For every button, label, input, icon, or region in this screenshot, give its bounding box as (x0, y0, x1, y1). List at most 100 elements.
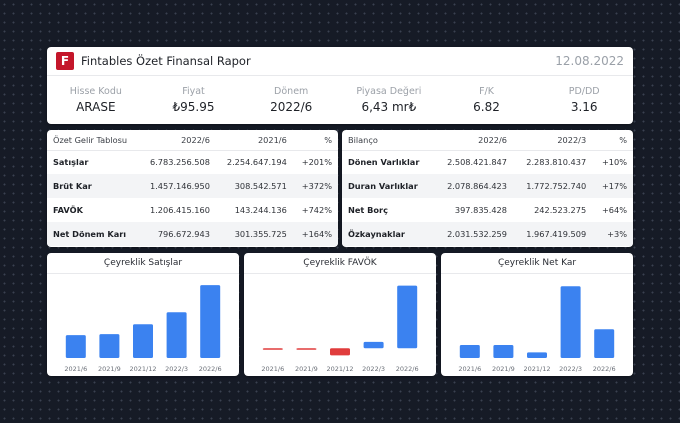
kpi-pe-ratio: F/K 6.82 (438, 86, 536, 114)
row-label: Satışlar (53, 157, 89, 168)
kpi-value: 2022/6 (270, 99, 313, 114)
kpi-label: Fiyat (182, 85, 205, 97)
chart-bar (527, 352, 547, 358)
kpi-label: Piyasa Değeri (356, 85, 422, 97)
x-tick-label: 2021/12 (326, 365, 353, 373)
change-percent: +742% (301, 205, 332, 215)
x-tick-label: 2022/3 (362, 365, 385, 373)
previous-value: 2.254.647.194 (226, 157, 287, 168)
quarterly-ebitda-chart-card: Çeyreklik FAVÖK 2021/6 2021/9 2021/12 2022/… (244, 253, 436, 376)
previous-value: 143.244.136 (234, 205, 287, 215)
kpi-value: 3.16 (570, 99, 598, 114)
report-header-card: F Fintables Özet Finansal Rapor 12.08.20… (47, 47, 633, 124)
chart-bar (166, 312, 187, 358)
chart-bar (262, 348, 283, 350)
kpi-period: Dönem 2022/6 (242, 86, 340, 114)
change-percent: +64% (601, 205, 627, 215)
kpi-stock-code: Hisse Kodu ARASE (47, 86, 145, 114)
kpi-pb-ratio: PD/DD 3.16 (535, 86, 633, 114)
previous-value: 242.523.275 (534, 205, 587, 215)
row-label: Net Dönem Karı (47, 222, 140, 246)
table-header: % (292, 130, 338, 151)
current-value: 1.457.146.950 (139, 174, 216, 198)
kpi-value: ₺95.95 (172, 99, 215, 114)
x-tick-label: 2022/6 (593, 365, 616, 373)
kpi-label: Hisse Kodu (69, 85, 122, 97)
current-value: 2.078.864.423 (433, 174, 513, 198)
kpi-row: Hisse Kodu ARASE Fiyat ₺95.95 Dönem 2022… (47, 76, 633, 123)
x-tick-label: 2021/9 (98, 365, 121, 373)
table-row: Net Borç 397.835.428 242.523.275 +64% (342, 198, 633, 222)
chart-title: Çeyreklik Satışlar (47, 253, 239, 274)
previous-value: 308.542.571 (215, 174, 293, 198)
previous-value: 1.967.419.509 (512, 222, 593, 246)
x-tick-label: 2022/6 (199, 365, 222, 373)
table-header: % (592, 130, 633, 151)
chart-bar (330, 348, 350, 356)
kpi-label: Dönem (274, 85, 309, 97)
chart-bar (296, 348, 317, 350)
kpi-label: F/K (479, 85, 494, 97)
balance-sheet-table: Bilanço 2022/6 2022/3 % Dönen Varlıklar … (342, 130, 633, 246)
kpi-price: Fiyat ₺95.95 (145, 86, 243, 114)
table-header: 2022/6 (139, 130, 216, 151)
table-row: Dönen Varlıklar 2.508.421.847 2.283.810.… (342, 150, 633, 174)
balance-sheet-card: Bilanço 2022/6 2022/3 % Dönen Varlıklar … (342, 130, 633, 247)
current-value: 2.508.421.847 (447, 157, 507, 168)
chart-bar (65, 335, 86, 358)
table-row: Özkaynaklar 2.031.532.259 1.967.419.509 … (342, 222, 633, 246)
quarterly-sales-chart-card: Çeyreklik Satışlar 2021/6 2021/9 2021/12 20… (47, 253, 239, 376)
x-tick-label: 2021/9 (295, 365, 318, 373)
table-row: Net Dönem Karı 796.672.943 301.355.725 +… (47, 222, 338, 246)
chart-bar (397, 285, 418, 349)
row-label: Dönen Varlıklar (348, 157, 420, 168)
current-value: 397.835.428 (454, 205, 507, 215)
previous-value: 1.772.752.740 (512, 174, 593, 198)
x-tick-label: 2021/6 (261, 365, 284, 373)
kpi-value: 6.82 (473, 99, 500, 114)
table-header: 2022/6 (433, 130, 513, 151)
table-header: Özet Gelir Tablosu (47, 130, 140, 151)
table-row: FAVÖK 1.206.415.160 143.244.136 +742% (47, 198, 338, 222)
x-tick-label: 2021/12 (523, 365, 550, 373)
x-tick-label: 2022/3 (165, 365, 188, 373)
x-tick-label: 2021/6 (458, 365, 481, 373)
chart-title: Çeyreklik FAVÖK (244, 253, 436, 274)
chart-bar (133, 324, 153, 358)
income-statement-table: Özet Gelir Tablosu 2022/6 2021/6 % Satış… (47, 130, 338, 246)
change-percent: +201% (301, 157, 332, 168)
quarterly-sales-chart: 2021/6 2021/9 2021/12 2022/3 2022/6 (64, 285, 222, 373)
kpi-label: PD/DD (568, 85, 600, 97)
kpi-value: 6,43 mr₺ (361, 99, 417, 114)
x-tick-label: 2021/12 (129, 365, 156, 373)
kpi-value: ARASE (76, 99, 116, 114)
report-title: Fintables Özet Finansal Rapor (81, 54, 251, 68)
x-tick-label: 2022/6 (396, 365, 419, 373)
row-label: Net Borç (348, 205, 388, 215)
current-value: 1.206.415.160 (150, 205, 210, 215)
table-row: Satışlar 6.783.256.508 2.254.647.194 +20… (47, 150, 338, 174)
chart-bar (99, 334, 120, 358)
change-percent: +17% (592, 174, 633, 198)
chart-bar (459, 345, 480, 358)
table-row: Duran Varlıklar 2.078.864.423 1.772.752.… (342, 174, 633, 198)
quarterly-net-profit-chart-card: Çeyreklik Net Kar 2021/6 2021/9 2021/12 202… (441, 253, 633, 376)
change-percent: +164% (292, 222, 338, 246)
row-label: Duran Varlıklar (342, 174, 434, 198)
row-label: Brüt Kar (47, 174, 140, 198)
chart-bar (200, 285, 221, 358)
x-tick-label: 2021/6 (64, 365, 87, 373)
x-tick-label: 2022/3 (559, 365, 582, 373)
chart-bar (493, 345, 514, 358)
change-percent: +3% (592, 222, 633, 246)
quarterly-net-profit-chart: 2021/6 2021/9 2021/12 2022/3 2022/6 (458, 286, 616, 373)
kpi-market-cap: Piyasa Değeri 6,43 mr₺ (340, 86, 438, 114)
previous-value: 2.283.810.437 (526, 157, 587, 168)
quarterly-ebitda-chart: 2021/6 2021/9 2021/12 2022/3 2022/6 (261, 285, 419, 373)
report-title-bar: F Fintables Özet Finansal Rapor 12.08.20… (47, 47, 633, 76)
report-date: 12.08.2022 (555, 54, 624, 68)
chart-bar (594, 329, 615, 358)
table-header: Bilanço (342, 130, 434, 151)
row-label: FAVÖK (53, 205, 83, 215)
row-label: Özkaynaklar (342, 222, 434, 246)
